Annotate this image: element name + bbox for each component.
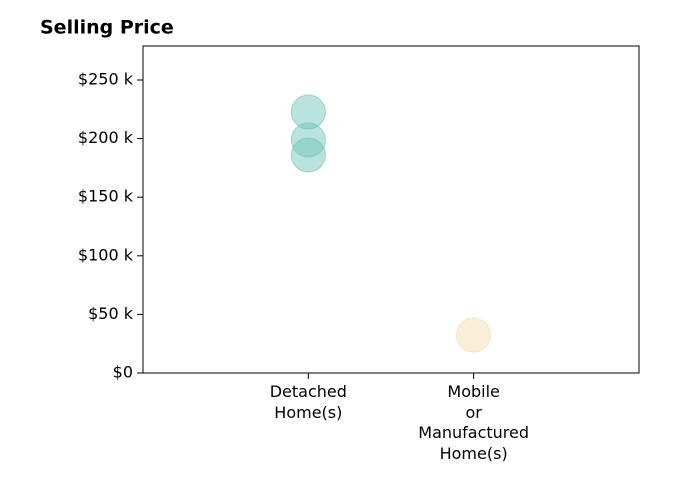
point: [290, 94, 326, 130]
y-tick-label: $200 k: [78, 128, 134, 147]
x-tick-label: Mobile or Manufactured Home(s): [418, 382, 530, 463]
x-tick-label: Detached Home(s): [269, 382, 347, 422]
point: [290, 122, 326, 158]
y-tick-label: $150 k: [78, 187, 134, 206]
point: [456, 317, 492, 353]
point: [290, 137, 326, 173]
plot-frame: [142, 45, 640, 374]
y-tick-label: $100 k: [78, 245, 134, 264]
y-tick-label: $50 k: [88, 304, 134, 323]
y-tick-label: $250 k: [78, 69, 134, 88]
y-tick-label: $0: [113, 363, 133, 382]
chart-title: Selling Price: [40, 17, 174, 39]
